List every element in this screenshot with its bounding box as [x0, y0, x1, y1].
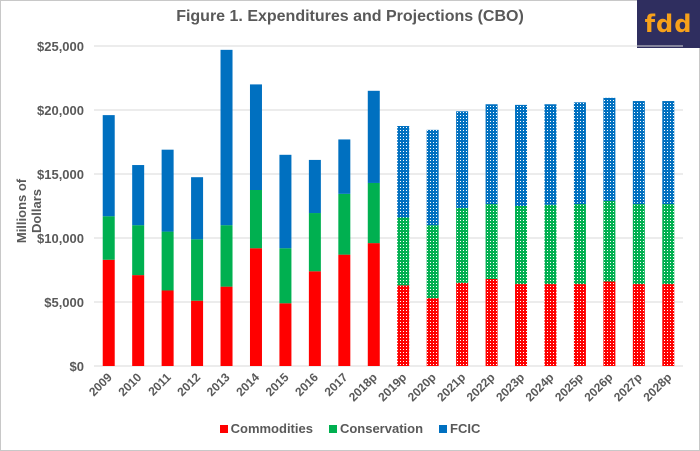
bar-commodities-2019p — [397, 285, 410, 366]
bar-commodities-2016 — [308, 271, 321, 366]
legend-item-conservation: Conservation — [328, 421, 424, 436]
legend-swatch — [219, 424, 228, 433]
bar-commodities-2011 — [161, 290, 174, 366]
x-tick-label: 2009 — [86, 370, 115, 399]
x-tick-label: 2014 — [233, 370, 262, 399]
x-tick-label: 2012 — [174, 370, 203, 399]
bar-conservation-2018p — [367, 182, 380, 244]
bar-fcic-2025p — [573, 102, 586, 205]
bar-conservation-2010 — [132, 225, 145, 276]
x-tick-label: 2021p — [434, 370, 468, 404]
bar-conservation-2012 — [191, 239, 204, 301]
bar-commodities-2022p — [485, 278, 498, 366]
fdd-logo: fdd — [637, 0, 700, 48]
bar-conservation-2009 — [102, 216, 115, 260]
legend-swatch — [328, 424, 337, 433]
bar-commodities-2015 — [279, 303, 292, 366]
legend-label: Conservation — [339, 421, 424, 436]
bar-conservation-2019p — [397, 217, 410, 286]
bar-conservation-2020p — [426, 225, 439, 299]
bar-fcic-2020p — [426, 129, 439, 226]
bar-commodities-2010 — [132, 275, 145, 366]
bar-fcic-2022p — [485, 104, 498, 205]
bar-fcic-2023p — [515, 104, 528, 206]
bar-fcic-2013 — [220, 49, 233, 226]
bar-conservation-2013 — [220, 225, 233, 287]
bar-fcic-2016 — [308, 159, 321, 214]
bar-fcic-2018p — [367, 90, 380, 183]
bar-fcic-2021p — [456, 111, 469, 208]
legend-item-commodities: Commodities — [219, 421, 313, 436]
bar-fcic-2026p — [603, 97, 616, 201]
x-tick-label: 2011 — [145, 370, 174, 399]
bar-conservation-2016 — [308, 213, 321, 272]
bar-conservation-2023p — [515, 206, 528, 285]
bar-commodities-2026p — [603, 281, 616, 366]
bar-commodities-2020p — [426, 298, 439, 366]
bar-commodities-2023p — [515, 284, 528, 366]
bar-commodities-2021p — [456, 282, 469, 366]
legend-item-fcic: FCIC — [439, 421, 480, 436]
bar-fcic-2014 — [249, 84, 262, 190]
bar-fcic-2024p — [544, 104, 557, 205]
y-tick-label: $5,000 — [44, 295, 84, 310]
x-tick-label: 2020p — [405, 370, 439, 404]
x-tick-label: 2027p — [611, 370, 645, 404]
bar-fcic-2015 — [279, 154, 292, 249]
legend-label: FCIC — [450, 421, 481, 436]
bar-fcic-2009 — [102, 115, 115, 217]
bar-conservation-2014 — [249, 190, 262, 249]
x-tick-label: 2025p — [552, 370, 586, 404]
y-tick-label: $10,000 — [37, 231, 84, 246]
bar-commodities-2025p — [573, 284, 586, 366]
x-tick-label: 2019p — [375, 370, 409, 404]
bar-fcic-2010 — [132, 165, 145, 226]
bar-fcic-2011 — [161, 149, 174, 232]
x-tick-label: 2010 — [116, 370, 145, 399]
x-tick-label: 2026p — [582, 370, 616, 404]
bar-commodities-2028p — [662, 284, 675, 366]
bar-conservation-2011 — [161, 231, 174, 291]
bar-conservation-2027p — [632, 204, 645, 285]
bar-commodities-2024p — [544, 284, 557, 366]
x-tick-label: 2024p — [523, 370, 557, 404]
x-tick-label: 2018p — [346, 370, 380, 404]
bar-commodities-2014 — [249, 248, 262, 366]
x-tick-label: 2028p — [640, 370, 674, 404]
bar-fcic-2027p — [632, 101, 645, 205]
y-tick-label: $15,000 — [37, 167, 84, 182]
bar-commodities-2027p — [632, 284, 645, 366]
x-tick-label: 2022p — [464, 370, 498, 404]
y-tick-label: $0 — [70, 359, 84, 374]
bar-fcic-2012 — [191, 177, 204, 240]
logo-text: fdd — [644, 10, 693, 38]
chart-legend: Commodities Conservation FCIC — [0, 421, 700, 436]
bar-conservation-2026p — [603, 200, 616, 282]
bar-commodities-2012 — [191, 300, 204, 366]
x-tick-label: 2015 — [263, 370, 292, 399]
x-tick-label: 2016 — [292, 370, 321, 399]
bar-fcic-2028p — [662, 101, 675, 205]
bar-commodities-2017 — [338, 254, 351, 366]
bar-conservation-2015 — [279, 248, 292, 304]
x-tick-label: 2023p — [493, 370, 527, 404]
chart-title: Figure 1. Expenditures and Projections (… — [176, 8, 524, 25]
bar-conservation-2022p — [485, 204, 498, 279]
legend-label: Commodities — [230, 421, 313, 436]
y-tick-label: $20,000 — [37, 103, 84, 118]
bar-conservation-2025p — [573, 204, 586, 285]
legend-swatch — [439, 424, 448, 433]
bar-commodities-2009 — [102, 259, 115, 366]
bar-commodities-2013 — [220, 286, 233, 366]
bar-fcic-2019p — [397, 126, 410, 218]
bar-conservation-2021p — [456, 207, 469, 283]
bar-commodities-2018p — [367, 243, 380, 366]
y-tick-label: $25,000 — [37, 39, 84, 54]
bar-conservation-2017 — [338, 193, 351, 255]
bar-conservation-2028p — [662, 204, 675, 285]
x-tick-label: 2013 — [204, 370, 233, 399]
bar-fcic-2017 — [338, 139, 351, 194]
bar-conservation-2024p — [544, 204, 557, 285]
